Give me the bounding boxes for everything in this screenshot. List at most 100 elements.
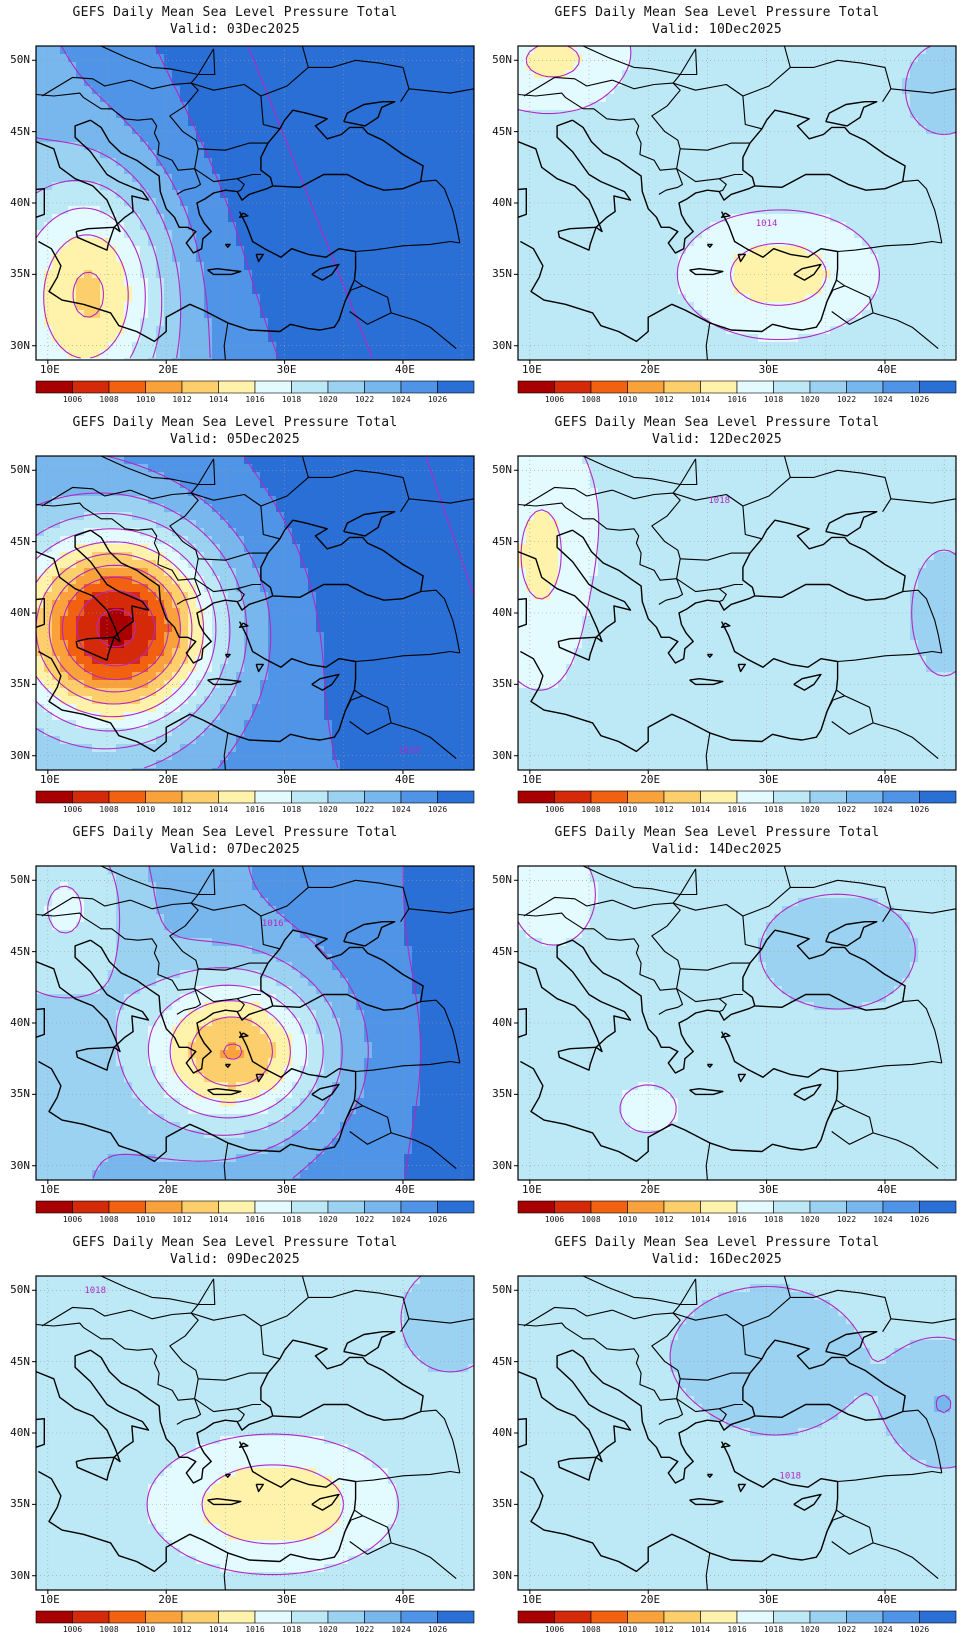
colorbar-label: 1016 — [727, 1215, 747, 1224]
colorbar-swatch — [437, 790, 475, 804]
colorbar-swatch — [919, 790, 957, 804]
colorbar-label: 1006 — [544, 395, 565, 404]
colorbar-label: 1022 — [354, 1625, 375, 1634]
lat-tick-label: 50N — [492, 53, 512, 67]
lon-tick-label: 40E — [876, 773, 897, 786]
valid-date: Valid: 05Dec2025 — [169, 432, 301, 447]
colorbar-label: 1026 — [909, 805, 930, 814]
lat-tick-label: 50N — [10, 53, 30, 67]
colorbar-swatch — [437, 1200, 475, 1214]
colorbar-label: 1026 — [909, 395, 930, 404]
valid-date: Valid: 10Dec2025 — [651, 22, 783, 37]
colorbar-label: 1022 — [354, 395, 375, 404]
lat-tick-label: 40N — [10, 1426, 30, 1439]
lon-tick-label: 10E — [39, 1183, 60, 1196]
panel-8: 1018 — [514, 1275, 957, 1624]
lat-tick-label: 35N — [492, 677, 512, 691]
lon-tick-label: 30E — [276, 1183, 297, 1196]
lat-tick-label: 40N — [10, 1016, 30, 1029]
lon-tick-label: 20E — [640, 1183, 661, 1196]
colorbar-label: 1006 — [544, 805, 565, 814]
colorbar-label: 1020 — [800, 805, 820, 814]
lat-tick-label: 40N — [10, 196, 30, 209]
pressure-field: 1018 — [36, 1276, 474, 1590]
pressure-field — [36, 46, 474, 360]
lon-tick-label: 40E — [394, 363, 415, 376]
coastlines — [36, 511, 474, 753]
panel-labels-2: GEFS Daily Mean Sea Level Pressure Total… — [482, 0, 952, 404]
panel-5: 1016 — [32, 865, 475, 1214]
lat-tick-label: 35N — [492, 1497, 512, 1511]
lon-tick-label: 40E — [394, 1183, 415, 1196]
contour-label: 1018 — [708, 496, 730, 506]
lat-tick-label: 45N — [492, 1354, 512, 1368]
colorbar-label: 1024 — [873, 1625, 893, 1634]
colorbar-label: 1022 — [836, 395, 857, 404]
colorbar-swatch — [437, 1610, 475, 1624]
colorbar-label: 1012 — [654, 805, 674, 814]
colorbar-swatch — [919, 1200, 957, 1214]
lon-tick-label: 10E — [521, 1183, 542, 1196]
colorbar-label: 1020 — [318, 1215, 338, 1224]
panel-7: 1018 — [32, 1275, 475, 1624]
panel-title: GEFS Daily Mean Sea Level Pressure Total — [72, 5, 398, 20]
colorbar — [35, 380, 475, 394]
country-borders — [36, 866, 474, 1180]
colorbar-label: 1024 — [873, 805, 893, 814]
lat-tick-label: 30N — [492, 1158, 512, 1172]
colorbar-label: 1010 — [617, 805, 638, 814]
colorbar-swatch — [919, 380, 957, 394]
lat-tick-label: 30N — [492, 748, 512, 762]
colorbar-label: 1010 — [617, 1215, 638, 1224]
isobar-lines — [146, 1276, 474, 1576]
lat-tick-label: 30N — [492, 1568, 512, 1582]
panel-title: GEFS Daily Mean Sea Level Pressure Total — [72, 825, 398, 840]
colorbar-label: 1024 — [391, 1215, 411, 1224]
coastlines — [518, 511, 956, 753]
lat-tick-label: 50N — [492, 1283, 512, 1297]
lon-tick-label: 30E — [276, 363, 297, 376]
lon-tick-label: 30E — [276, 773, 297, 786]
contour-label: 1018 — [84, 1286, 106, 1296]
colorbar-label: 1008 — [99, 395, 119, 404]
colorbar-label: 1022 — [836, 1215, 857, 1224]
lat-tick-label: 35N — [10, 1497, 30, 1511]
colorbar-label: 1012 — [172, 805, 192, 814]
colorbar-label: 1010 — [135, 395, 156, 404]
colorbar-label: 1018 — [763, 1625, 784, 1634]
colorbar-label: 1026 — [909, 1215, 930, 1224]
isobar-lines — [518, 456, 956, 691]
pressure-field: 1018 — [518, 1276, 956, 1590]
colorbar — [35, 1610, 475, 1624]
lat-tick-label: 45N — [10, 124, 30, 138]
lat-tick-label: 45N — [10, 944, 30, 958]
lon-tick-label: 10E — [39, 363, 60, 376]
coastlines — [36, 1331, 474, 1573]
colorbar-label: 1010 — [135, 1215, 156, 1224]
lat-tick-label: 45N — [492, 124, 512, 138]
colorbar-label: 1026 — [427, 395, 448, 404]
lon-tick-label: 40E — [394, 773, 415, 786]
colorbar-label: 1012 — [654, 1625, 674, 1634]
colorbar-label: 1010 — [135, 805, 156, 814]
panel-6 — [514, 865, 957, 1214]
contour-label: 1018 — [779, 1472, 801, 1482]
colorbar-label: 1016 — [727, 1625, 747, 1634]
colorbar-label: 1008 — [99, 1215, 119, 1224]
colorbar-label: 1008 — [581, 1215, 601, 1224]
lat-lon-grid — [36, 1276, 474, 1590]
lat-tick-label: 30N — [10, 1568, 30, 1582]
colorbar-label: 1014 — [208, 1215, 229, 1224]
panel-3: 1018 — [32, 455, 475, 804]
colorbar-label: 1018 — [763, 805, 784, 814]
panel-labels-4: GEFS Daily Mean Sea Level Pressure Total… — [482, 410, 952, 814]
colorbar — [35, 790, 475, 804]
pressure-field — [518, 866, 956, 1180]
colorbar-label: 1022 — [354, 1215, 375, 1224]
lon-tick-label: 30E — [758, 363, 779, 376]
colorbar-label: 1010 — [617, 1625, 638, 1634]
lat-tick-label: 30N — [10, 748, 30, 762]
colorbar-label: 1012 — [172, 395, 192, 404]
colorbar-swatch — [437, 380, 475, 394]
colorbar-label: 1006 — [544, 1215, 565, 1224]
